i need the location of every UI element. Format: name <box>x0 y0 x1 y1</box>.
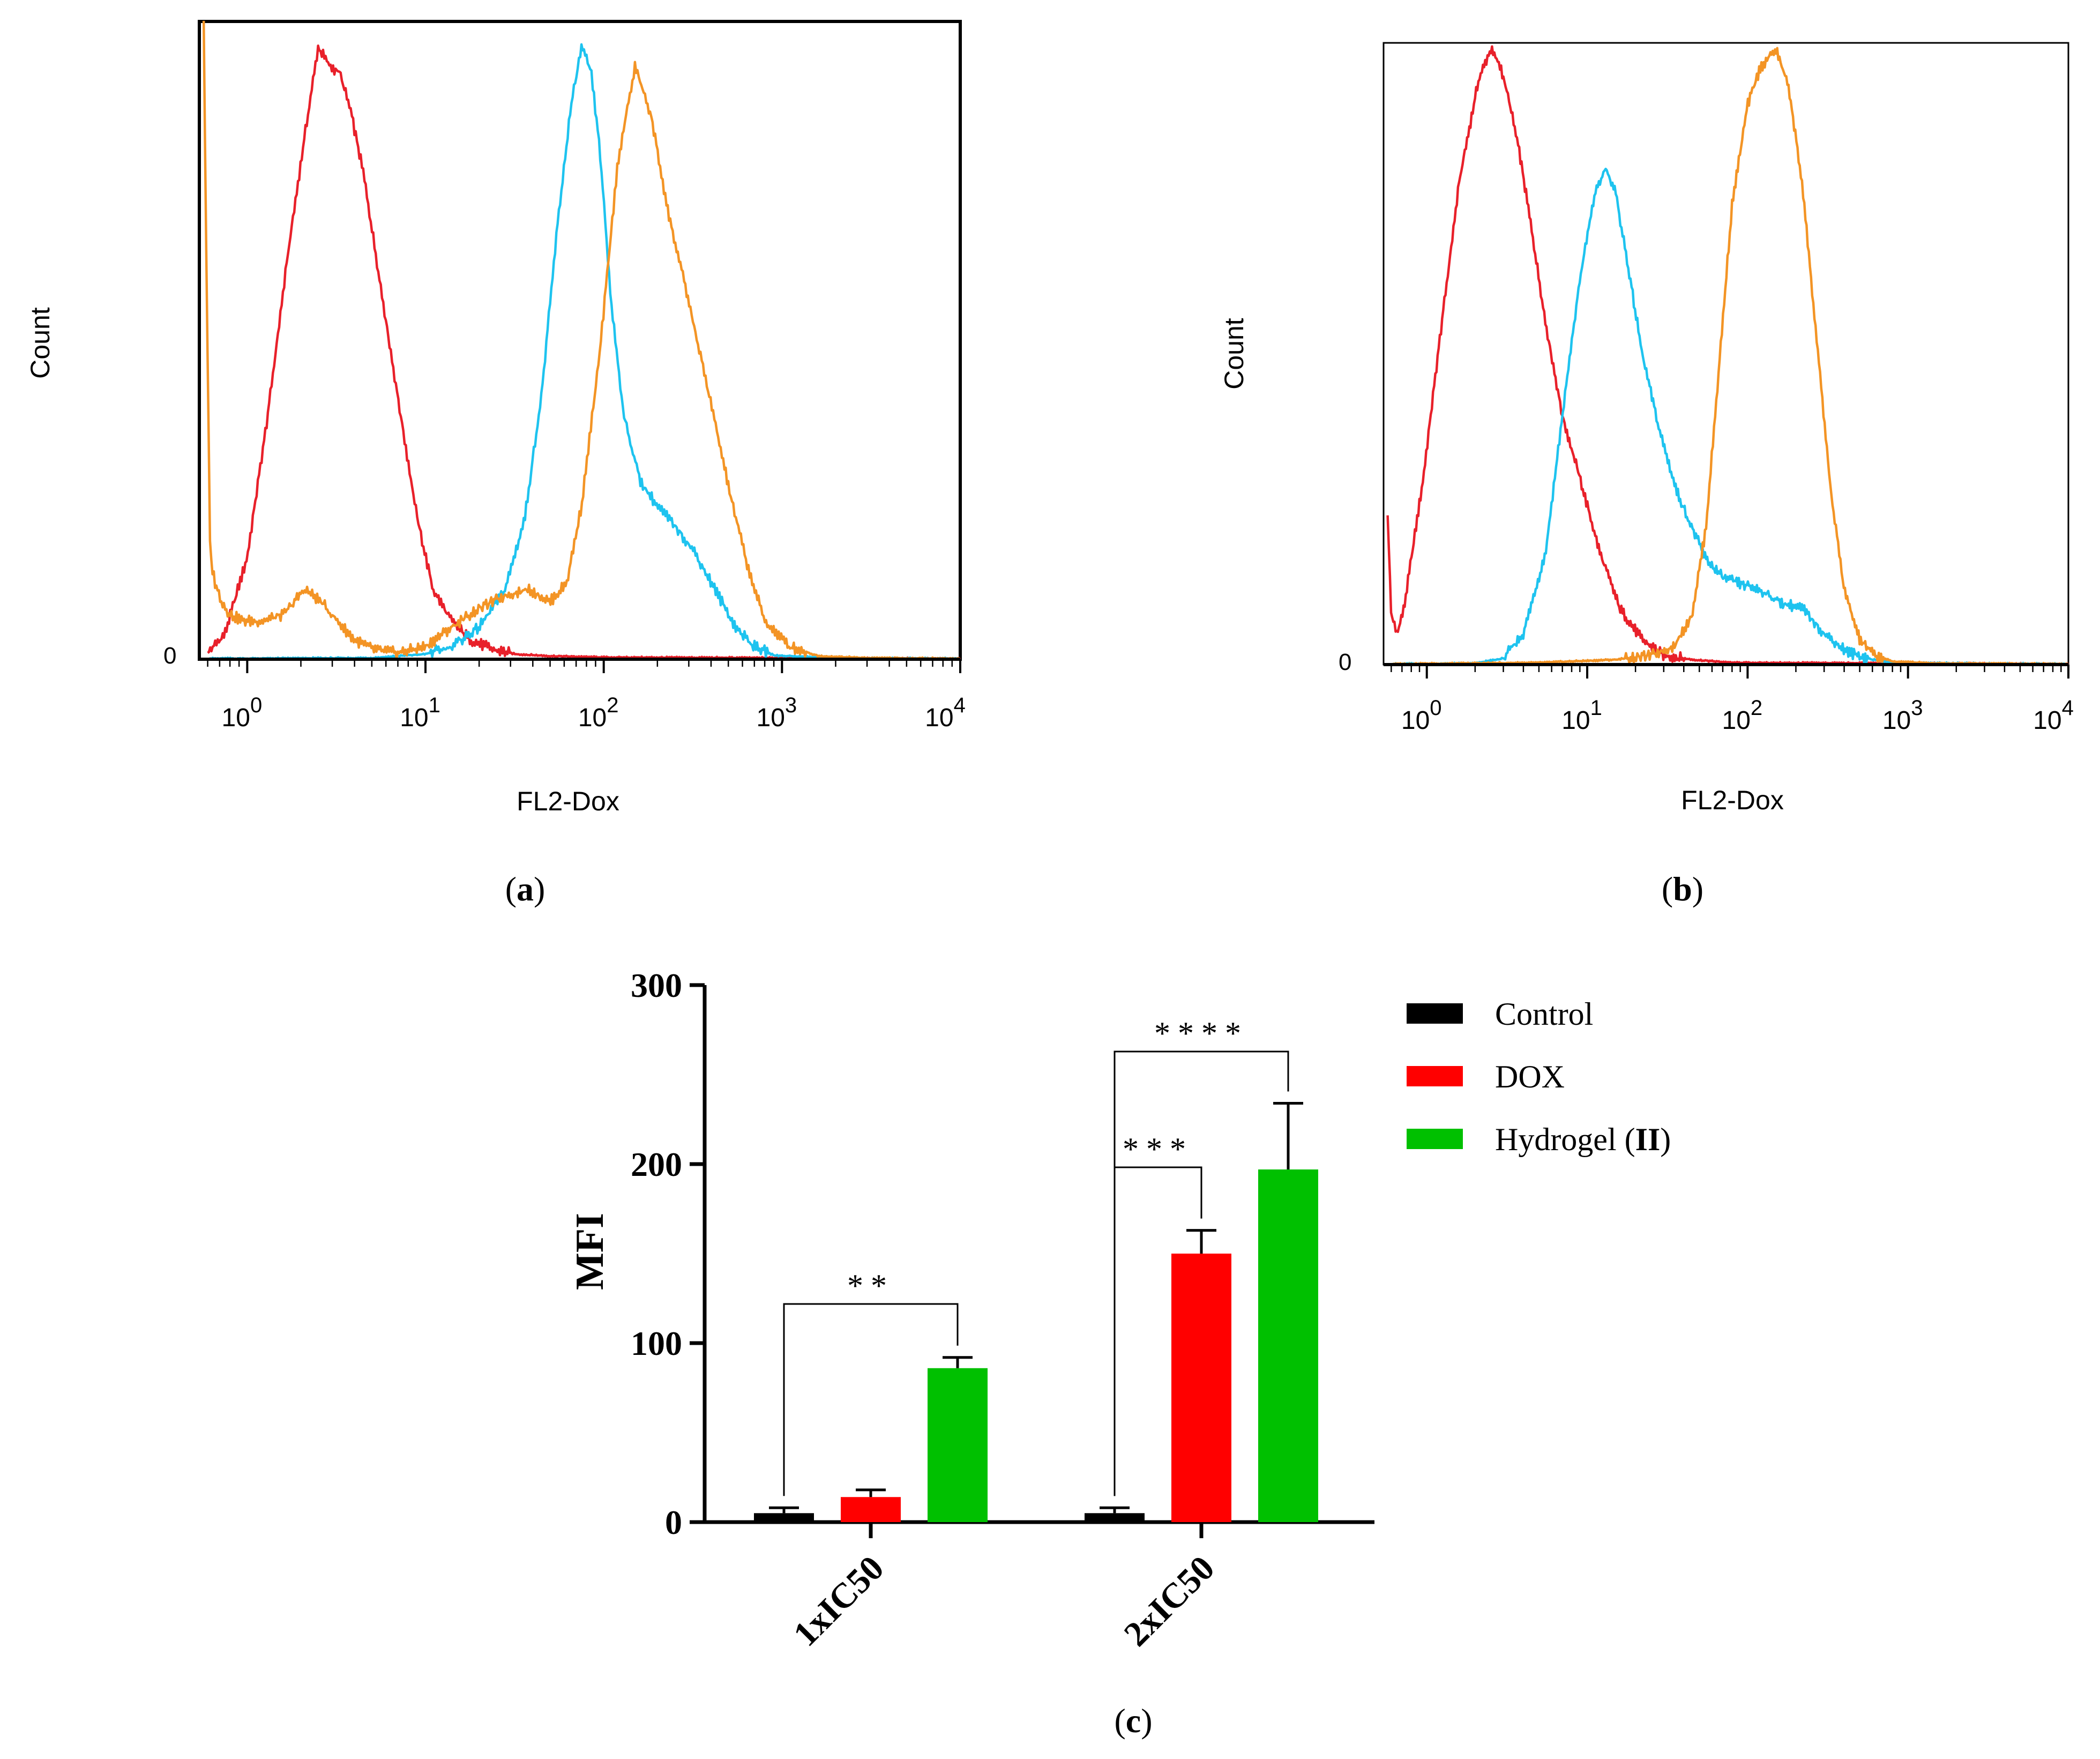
tick-base: 10 <box>1401 706 1430 735</box>
x-tick-label: 101 <box>1561 696 1602 735</box>
tick-exponent: 4 <box>2062 696 2074 720</box>
y-axis-label: Count <box>25 307 55 379</box>
tick-exponent: 2 <box>1751 696 1762 720</box>
legend-label: Control <box>1495 996 1593 1032</box>
legend-swatch <box>1407 1066 1463 1086</box>
tick-base: 10 <box>1561 706 1590 735</box>
x-tick-label: 104 <box>2033 696 2074 735</box>
bar-control <box>1085 1513 1145 1522</box>
x-tick-label: 101 <box>400 694 440 732</box>
panel-label-b: (b) <box>1662 870 1703 908</box>
legend-swatch <box>1407 1129 1463 1149</box>
bar-hydrogel-ii <box>1258 1169 1318 1522</box>
tick-base: 10 <box>1882 706 1911 735</box>
x-tick-label: 100 <box>1401 696 1442 735</box>
panel-letter-b: b <box>1673 870 1692 908</box>
bar-dox <box>841 1497 901 1522</box>
tick-exponent: 3 <box>785 694 797 717</box>
tick-exponent: 2 <box>607 694 618 717</box>
histogram-panel-b: 100 101 102 103 104 0 Count FL2-Dox (b) <box>1219 42 2074 908</box>
x-tick-label: 102 <box>578 694 619 732</box>
x-tick-label: 103 <box>757 694 797 732</box>
x-axis-label: FL2-Dox <box>1681 785 1784 815</box>
panel-label-a: (a) <box>505 870 545 908</box>
y-zero-label: 0 <box>163 643 176 669</box>
legend: Control DOX Hydrogel (II) <box>1407 996 1671 1157</box>
y-axis: 0 100 200 300 <box>631 966 1374 1541</box>
x-axis-label: FL2-Dox <box>517 786 619 816</box>
tick-base: 10 <box>757 704 785 732</box>
tick-base: 10 <box>222 704 250 732</box>
tick-exponent: 3 <box>1911 696 1923 720</box>
tick-base: 10 <box>578 704 607 732</box>
significance-label: *** <box>1123 1131 1193 1167</box>
y-tick-label: 100 <box>631 1324 682 1362</box>
histogram-panel-a: 100 101 102 103 104 0 Count FL2-Dox (a) <box>25 20 966 908</box>
significance-bracket <box>783 1303 959 1496</box>
bars <box>754 1101 1318 1538</box>
significance-label: **** <box>1154 1016 1249 1051</box>
y-tick-label: 0 <box>665 1503 682 1541</box>
tick-base: 10 <box>400 704 428 732</box>
panel-letter-a: a <box>517 870 534 908</box>
tick-exponent: 1 <box>1590 696 1602 720</box>
bar-dox <box>1171 1254 1231 1522</box>
tick-exponent: 4 <box>954 694 966 717</box>
panel-label-c: (c) <box>1114 1702 1152 1740</box>
bar-hydrogel-ii <box>928 1368 988 1522</box>
tick-exponent: 0 <box>250 694 262 717</box>
x-tick-label: 103 <box>1882 696 1923 735</box>
panel-letter-c: c <box>1126 1702 1141 1740</box>
significance-label: ** <box>847 1268 894 1303</box>
y-axis-label: MFI <box>568 1213 612 1290</box>
tick-exponent: 1 <box>429 694 440 717</box>
legend-label: Hydrogel (II) <box>1495 1122 1671 1157</box>
x-tick-labels: 100 101 102 103 104 <box>222 694 966 732</box>
bar-control <box>754 1513 814 1522</box>
x-tick-label: 100 <box>222 694 263 732</box>
tick-base: 10 <box>925 704 953 732</box>
legend-swatch <box>1407 1003 1463 1024</box>
y-tick-label: 300 <box>631 966 682 1004</box>
x-tick-label: 104 <box>925 694 966 732</box>
tick-base: 10 <box>2033 706 2061 735</box>
significance-brackets: ********* <box>783 1016 1289 1496</box>
y-tick-label: 200 <box>631 1145 682 1183</box>
x-tick-label: 102 <box>1722 696 1763 735</box>
legend-label: DOX <box>1495 1059 1565 1094</box>
histogram-curve-hydrogel-ii <box>202 20 961 661</box>
y-axis-label: Count <box>1219 318 1249 390</box>
x-tick-labels: 100 101 102 103 104 <box>1401 696 2074 735</box>
y-zero-label: 0 <box>1339 649 1351 675</box>
x-axis-ticks <box>1391 665 2069 679</box>
tick-base: 10 <box>1722 706 1751 735</box>
tick-exponent: 0 <box>1430 696 1441 720</box>
significance-bracket <box>1113 1050 1289 1496</box>
x-axis-ticks <box>207 659 961 673</box>
